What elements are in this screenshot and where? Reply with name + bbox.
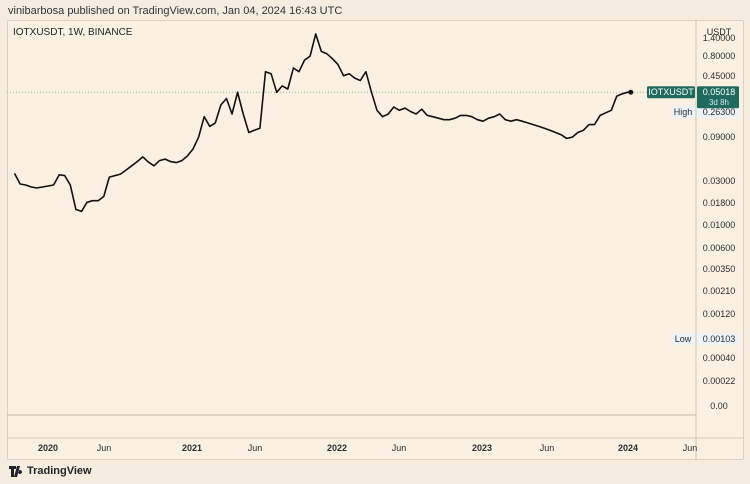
symbol-label: IOTXUSDT, 1W, BINANCE xyxy=(13,27,133,38)
x-tick-label: Jun xyxy=(392,443,407,453)
y-tick-label: 0.80000 xyxy=(703,51,736,61)
x-tick-label: Jun xyxy=(248,443,263,453)
y-tick-label: 0.00210 xyxy=(703,286,736,296)
low-value: 0.00103 xyxy=(703,334,736,344)
low-value-box xyxy=(697,333,739,345)
bar-countdown: 3d 8h xyxy=(709,98,729,107)
y-tick-label: 0.00120 xyxy=(703,309,736,319)
price-line xyxy=(13,33,631,213)
low-label: Low xyxy=(675,334,692,344)
publish-bar: vinibarbosa published on TradingView.com… xyxy=(0,0,750,22)
y-tick-label: 0.00 xyxy=(710,401,728,411)
high-value-box xyxy=(697,106,739,118)
x-tick-label: 2021 xyxy=(182,443,202,453)
chart-frame xyxy=(7,20,744,460)
y-tick-label: 0.01800 xyxy=(703,198,736,208)
y-tick-label: 0.45000 xyxy=(703,71,736,81)
y-tick-label: 0.00600 xyxy=(703,243,736,253)
price-chart[interactable]: IOTXUSDT, 1W, BINANCE USDT 1.40000 0.8000… xyxy=(7,20,744,460)
tradingview-logo-icon[interactable] xyxy=(9,466,25,478)
current-symbol-box xyxy=(647,86,695,99)
y-tick-label: 0.03000 xyxy=(703,176,736,186)
x-tick-label: 2023 xyxy=(472,443,492,453)
x-tick-label: 2020 xyxy=(38,443,58,453)
y-tick-label: 0.00350 xyxy=(703,264,736,274)
x-tick-label: 2024 xyxy=(618,443,638,453)
x-tick-label: Jun xyxy=(97,443,112,453)
y-tick-label: 0.00040 xyxy=(703,353,736,363)
y-tick-label: 0.00022 xyxy=(703,376,736,386)
current-symbol-label: IOTXUSDT xyxy=(648,87,694,97)
y-tick-label: 0.09000 xyxy=(703,132,736,142)
y-tick-label: 0.01000 xyxy=(703,220,736,230)
y-axis-ticks: 1.40000 0.80000 0.45000 0.09000 0.03000 0.018… xyxy=(703,33,736,411)
high-value: 0.26300 xyxy=(703,107,736,117)
y-tick-label: 1.40000 xyxy=(703,33,736,43)
current-value: 0.05018 xyxy=(703,87,736,97)
tradingview-brand[interactable]: TradingView xyxy=(27,465,92,477)
x-tick-label: 2022 xyxy=(327,443,347,453)
footer-bar xyxy=(0,462,750,484)
x-tick-label: Jun xyxy=(540,443,555,453)
current-value-box xyxy=(697,86,739,109)
high-label: High xyxy=(674,107,693,117)
last-price-dot xyxy=(628,89,634,95)
x-tick-label: Jun xyxy=(683,443,698,453)
y-axis-unit: USDT xyxy=(707,27,732,37)
low-label-box xyxy=(671,333,695,345)
high-label-box xyxy=(671,106,695,118)
publish-info: vinibarbosa published on TradingView.com… xyxy=(8,5,343,17)
x-axis-ticks: 2020 Jun 2021 Jun 2022 Jun 2023 Jun 2024 Jun xyxy=(38,443,697,453)
